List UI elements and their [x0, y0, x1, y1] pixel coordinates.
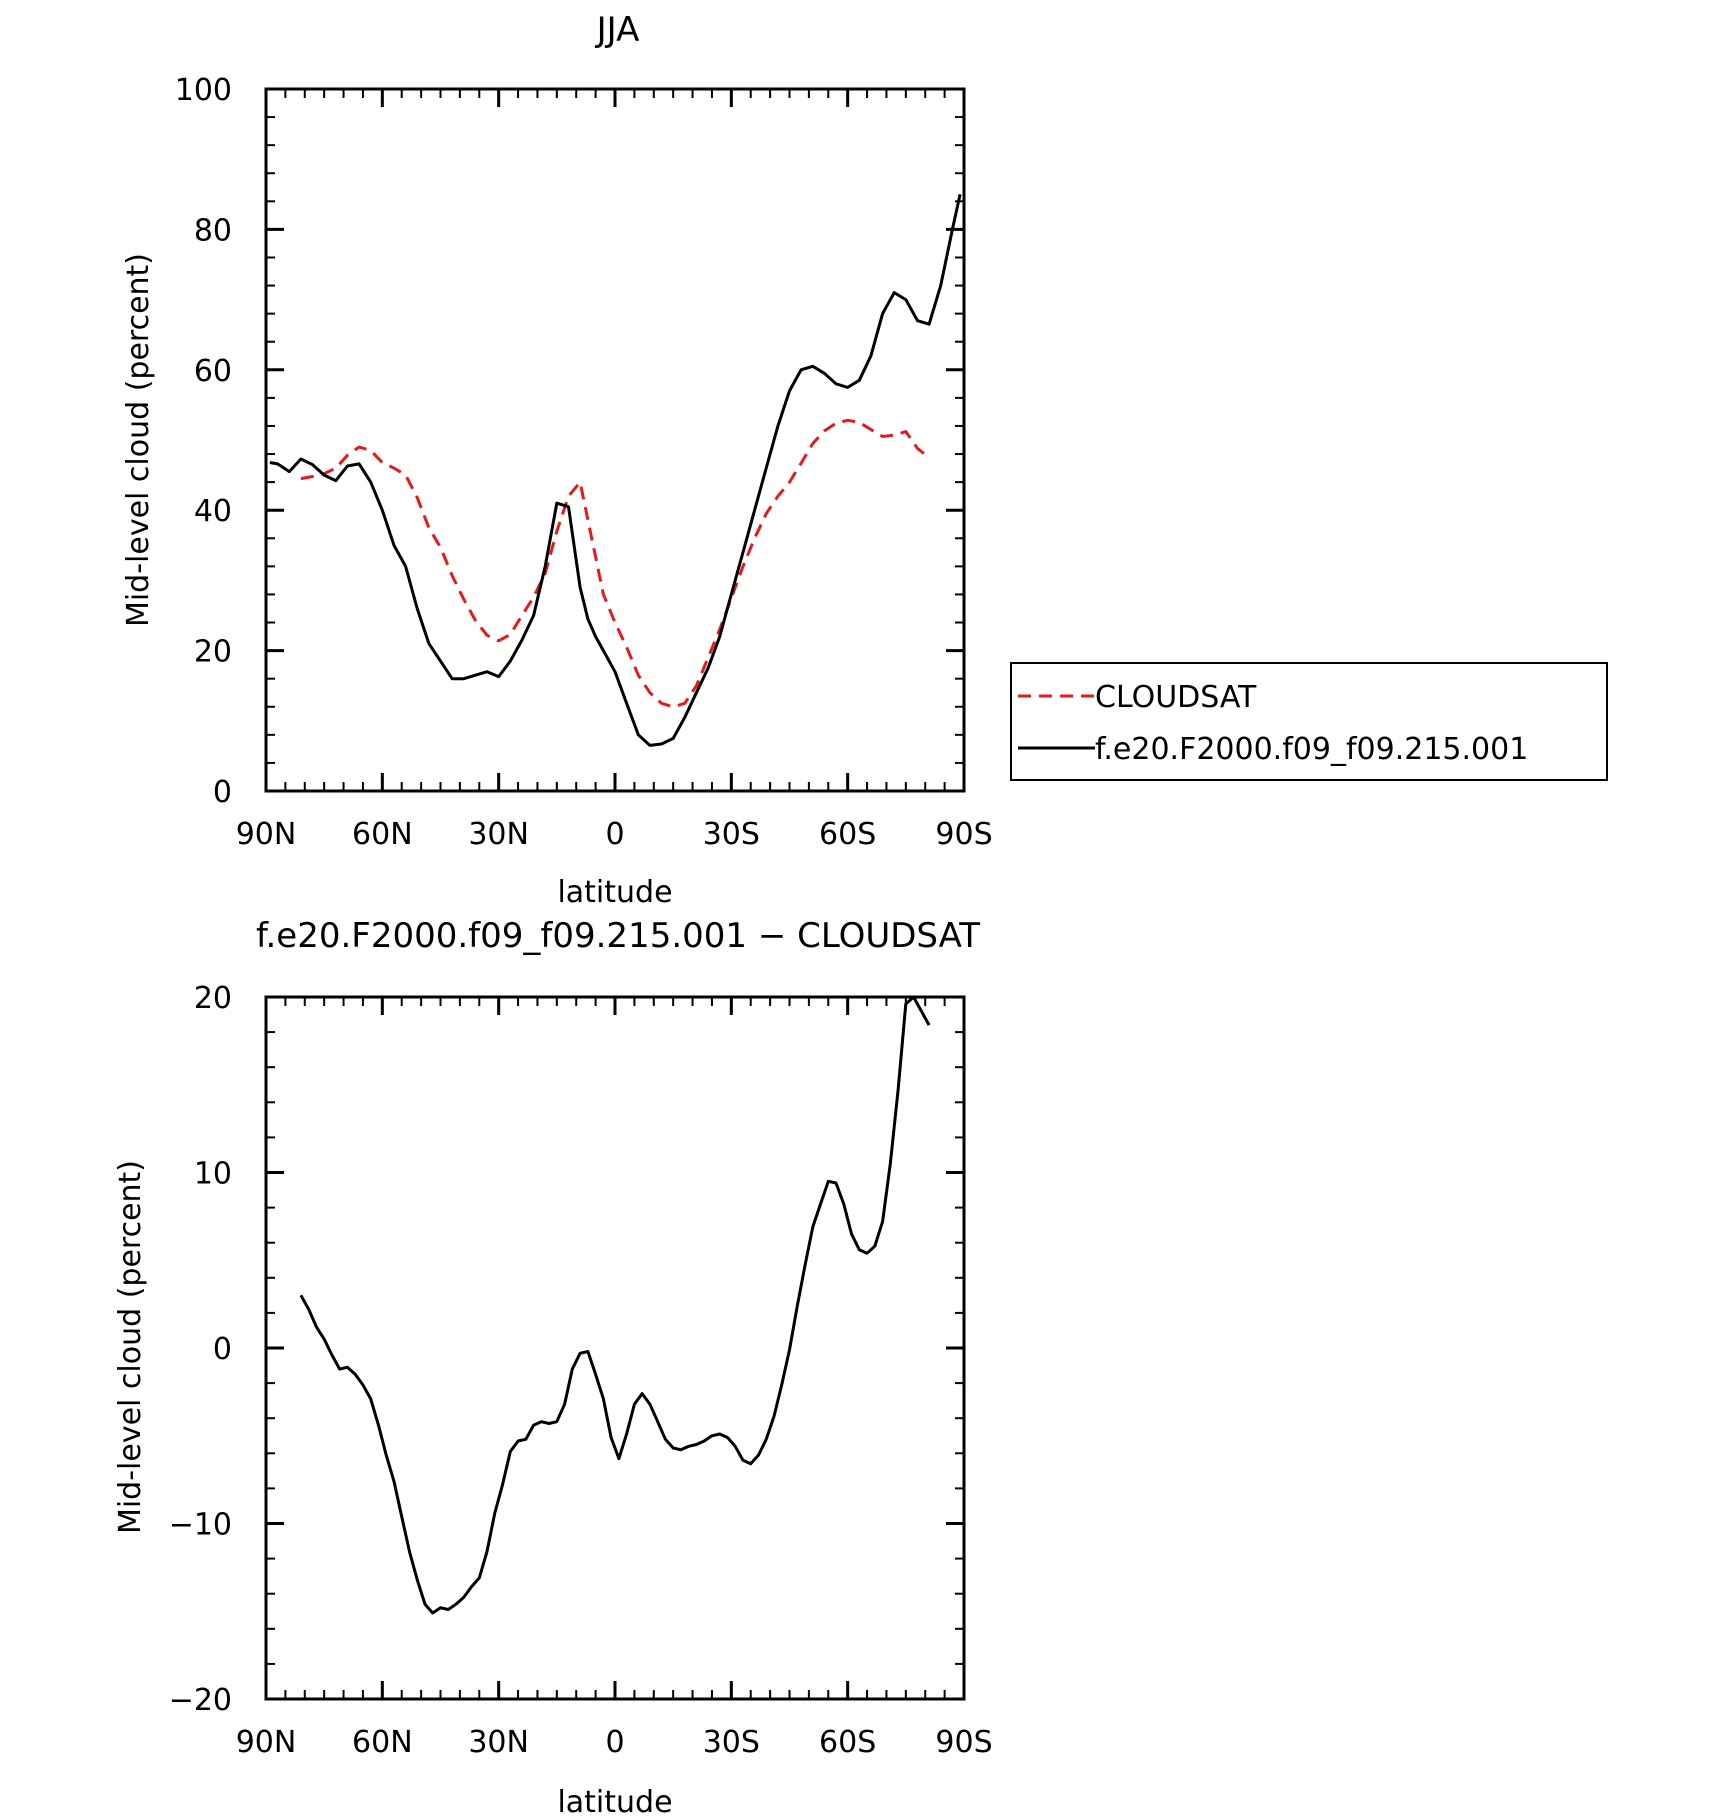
top-y-tick-label: 40	[194, 494, 232, 529]
top-y-tick-label: 20	[194, 635, 232, 670]
legend-label-model: f.e20.F2000.f09_f09.215.001	[1095, 732, 1528, 767]
top-y-tick-label: 0	[213, 775, 232, 810]
top-chart-title: JJA	[595, 10, 640, 50]
top-panel: JJA 90N 60N 30N 0 30S 60S 90S 0 20 40 60 80 100 lati…	[121, 10, 1608, 910]
legend: CLOUDSAT f.e20.F2000.f09_f09.215.001	[1010, 662, 1608, 781]
top-x-axis-label: latitude	[557, 875, 672, 910]
bottom-axis-ticks: 90N 60N 30N 0 30S 60S 90S −20 −10 0 10 20	[169, 981, 993, 1760]
bottom-chart-title: f.e20.F2000.f09_f09.215.001 − CLOUDSAT	[256, 916, 980, 956]
bottom-x-tick-label: 60S	[819, 1725, 876, 1760]
bottom-y-axis-label: Mid-level cloud (percent)	[113, 1160, 148, 1534]
top-series-line-f-e20-f2000-f09-f09-215-001	[269, 193, 962, 747]
top-x-tick-label: 90S	[935, 817, 992, 852]
bottom-series-lines	[299, 995, 931, 1615]
bottom-series-line-difference	[299, 995, 931, 1615]
bottom-plot-frame	[264, 995, 966, 1701]
legend-box	[1010, 662, 1608, 781]
bottom-x-tick-label: 90N	[236, 1725, 297, 1760]
top-series-lines	[269, 193, 962, 747]
bottom-panel: f.e20.F2000.f09_f09.215.001 − CLOUDSAT 9…	[113, 916, 993, 1816]
bottom-y-tick-label: 20	[194, 981, 232, 1016]
top-series-line-cloudsat	[300, 418, 931, 709]
bottom-x-tick-label: 0	[605, 1725, 624, 1760]
top-y-tick-label: 100	[175, 73, 232, 108]
bottom-x-tick-label: 30S	[703, 1725, 760, 1760]
bottom-x-axis-label: latitude	[557, 1785, 672, 1816]
top-y-tick-label: 80	[194, 213, 232, 248]
top-plot-frame	[264, 87, 966, 793]
top-y-tick-label: 60	[194, 354, 232, 389]
bottom-y-tick-label: −20	[169, 1683, 232, 1718]
legend-label-cloudsat: CLOUDSAT	[1095, 680, 1257, 715]
top-x-tick-label: 30S	[703, 817, 760, 852]
top-y-axis-label: Mid-level cloud (percent)	[121, 253, 156, 627]
top-x-tick-label: 60N	[352, 817, 413, 852]
top-x-tick-label: 30N	[468, 817, 529, 852]
top-x-tick-label: 0	[605, 817, 624, 852]
top-x-tick-label: 90N	[236, 817, 297, 852]
bottom-y-tick-label: −10	[169, 1508, 232, 1543]
top-x-tick-label: 60S	[819, 817, 876, 852]
bottom-x-tick-label: 30N	[468, 1725, 529, 1760]
bottom-x-tick-label: 90S	[935, 1725, 992, 1760]
bottom-y-tick-label: 10	[194, 1157, 232, 1192]
bottom-x-tick-label: 60N	[352, 1725, 413, 1760]
bottom-y-tick-label: 0	[213, 1332, 232, 1367]
